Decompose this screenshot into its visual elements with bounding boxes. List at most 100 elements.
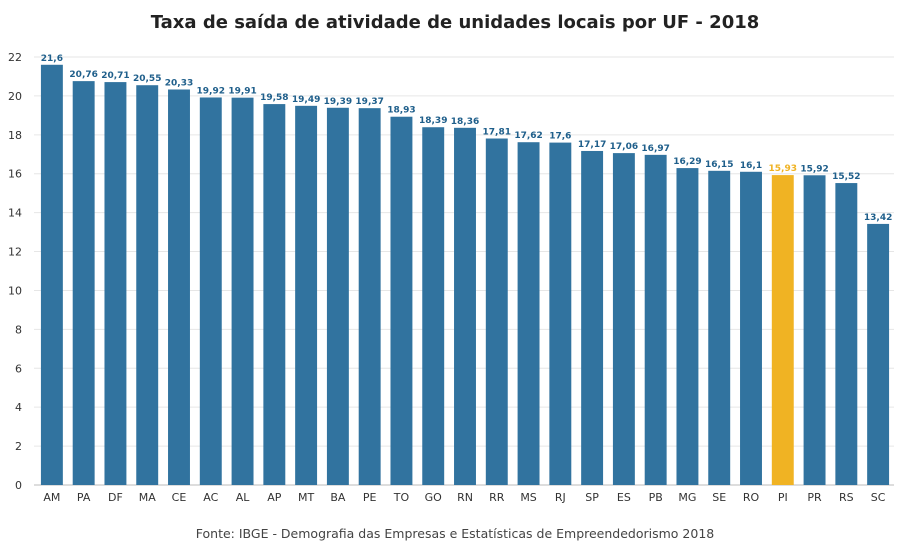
- x-tick-label: RN: [457, 491, 473, 504]
- y-tick-label: 12: [8, 246, 22, 259]
- data-label: 19,91: [228, 87, 256, 97]
- x-tick-label: TO: [393, 491, 410, 504]
- bar-rs: [835, 183, 858, 485]
- bar-to: [390, 116, 413, 485]
- bar-am: [40, 64, 63, 486]
- data-label: 19,39: [324, 97, 352, 107]
- bar-sp: [581, 150, 604, 485]
- data-label: 17,6: [549, 132, 571, 142]
- bar-ma: [136, 85, 159, 485]
- y-tick-label: 4: [15, 401, 22, 414]
- data-label: 16,1: [740, 161, 762, 171]
- bar-pb: [644, 154, 667, 485]
- data-label: 18,36: [451, 117, 479, 127]
- bar-se: [708, 170, 731, 486]
- bar-rj: [549, 142, 572, 485]
- x-tick-label: AM: [43, 491, 60, 504]
- bars: [40, 64, 890, 486]
- bar-ac: [199, 97, 222, 485]
- x-axis-ticks: AM PA DF MA CE AC AL AP MT BA PE TO GO RN RR MS RJ SP ES PB…: [43, 491, 885, 504]
- data-label: 20,71: [101, 71, 129, 81]
- x-tick-label: GO: [425, 491, 443, 504]
- y-tick-label: 18: [8, 129, 22, 142]
- x-tick-label: DF: [108, 491, 123, 504]
- y-tick-label: 6: [15, 362, 22, 375]
- bar-ap: [263, 104, 286, 485]
- bar-mt: [295, 105, 318, 486]
- bar-ro: [740, 171, 762, 486]
- x-tick-label: CE: [172, 491, 187, 504]
- bar-ce: [168, 89, 190, 486]
- bar-rn: [454, 127, 476, 485]
- data-label: 17,17: [578, 140, 606, 150]
- data-label: 19,49: [292, 95, 320, 105]
- x-tick-label: RO: [743, 491, 760, 504]
- bar-sc: [867, 223, 890, 486]
- x-tick-label: MG: [678, 491, 696, 504]
- data-label: 20,76: [69, 70, 97, 80]
- data-label: 15,93: [769, 164, 797, 174]
- bar-ba: [326, 107, 349, 485]
- y-tick-label: 2: [15, 440, 22, 453]
- bar-pr: [803, 175, 826, 485]
- bar-al: [231, 97, 254, 485]
- x-tick-label: PB: [649, 491, 663, 504]
- x-tick-label: SE: [712, 491, 726, 504]
- bar-mg: [676, 168, 699, 485]
- bar-pe: [358, 108, 381, 485]
- x-tick-label: PA: [77, 491, 91, 504]
- data-label: 19,37: [355, 97, 383, 107]
- data-label: 16,15: [705, 160, 733, 170]
- x-tick-label: RJ: [555, 491, 566, 504]
- data-labels: 21,6 20,76 20,71 20,55 20,33 19,92 19,91 19,58 1…: [41, 54, 893, 223]
- data-label: 19,58: [260, 93, 288, 103]
- x-tick-label: PR: [807, 491, 822, 504]
- data-label: 18,39: [419, 116, 447, 126]
- y-axis-ticks: 0 2 4 6 8 10 12 14 16 18 20 22: [8, 51, 22, 492]
- x-tick-label: AP: [267, 491, 282, 504]
- x-tick-label: MS: [520, 491, 536, 504]
- bar-es: [612, 153, 635, 485]
- x-tick-label: RR: [489, 491, 505, 504]
- chart-title: Taxa de saída de atividade de unidades l…: [150, 12, 760, 33]
- y-tick-label: 20: [8, 90, 22, 103]
- y-tick-label: 10: [8, 284, 22, 297]
- data-label: 18,93: [387, 106, 415, 116]
- data-label: 19,92: [197, 86, 225, 96]
- y-tick-label: 14: [8, 207, 22, 220]
- data-label: 21,6: [41, 54, 63, 64]
- x-tick-label: AL: [236, 491, 251, 504]
- x-tick-label: MT: [298, 491, 314, 504]
- x-tick-label: MA: [139, 491, 156, 504]
- data-label: 16,97: [641, 144, 669, 154]
- y-tick-label: 16: [8, 168, 22, 181]
- data-label: 20,33: [165, 78, 193, 88]
- x-tick-label: SC: [871, 491, 886, 504]
- y-tick-label: 22: [8, 51, 22, 64]
- bar-rr: [485, 138, 508, 486]
- bar-go: [422, 127, 445, 486]
- bar-df: [104, 82, 127, 485]
- bar-pi: [771, 175, 794, 485]
- chart-source: Fonte: IBGE - Demografia das Empresas e …: [195, 526, 715, 541]
- data-label: 20,55: [133, 74, 161, 84]
- data-label: 15,92: [800, 164, 828, 174]
- data-label: 13,42: [864, 213, 892, 223]
- x-tick-label: RS: [839, 491, 854, 504]
- x-tick-label: AC: [203, 491, 218, 504]
- data-label: 17,81: [483, 128, 511, 138]
- x-tick-label: BA: [330, 491, 346, 504]
- data-label: 15,52: [832, 172, 860, 182]
- bar-pa: [72, 81, 95, 486]
- data-label: 17,06: [610, 142, 638, 152]
- y-tick-label: 0: [15, 479, 22, 492]
- y-tick-label: 8: [15, 323, 22, 336]
- x-tick-label: SP: [585, 491, 599, 504]
- bar-ms: [517, 142, 540, 485]
- x-tick-label: PI: [778, 491, 788, 504]
- x-tick-label: ES: [617, 491, 631, 504]
- data-label: 16,29: [673, 157, 701, 167]
- data-label: 17,62: [514, 131, 542, 141]
- x-tick-label: PE: [363, 491, 377, 504]
